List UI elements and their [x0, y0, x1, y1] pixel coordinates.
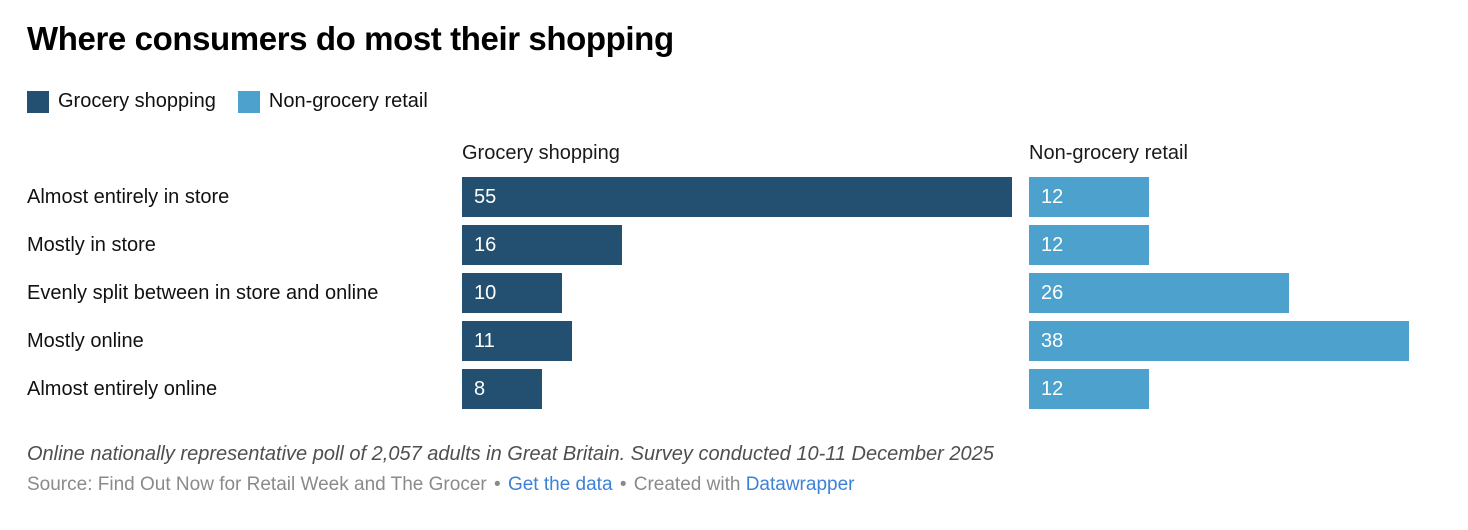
bar-value-label: 11	[474, 329, 495, 352]
bar-value-label: 26	[1041, 281, 1064, 304]
bar-grocery: 11	[462, 321, 572, 362]
chart-row: Evenly split between in store and online…	[27, 273, 1441, 314]
datawrapper-link[interactable]: Datawrapper	[745, 474, 855, 496]
bar-value-label: 16	[474, 233, 497, 256]
bar-cell-grocery: 10	[462, 273, 1029, 314]
chart-row: Almost entirely in store 55 12	[27, 177, 1441, 218]
bar-cell-grocery: 16	[462, 225, 1029, 266]
bar-cell-non-grocery: 26	[1029, 273, 1441, 314]
legend-swatch-non-grocery	[237, 90, 260, 113]
bar-non-grocery: 38	[1029, 321, 1409, 362]
bar-value-label: 10	[474, 281, 497, 304]
category-label: Mostly online	[27, 330, 144, 353]
bar-cell-non-grocery: 38	[1029, 321, 1441, 362]
column-header-grocery: Grocery shopping	[462, 142, 620, 165]
bar-cell-grocery: 11	[462, 321, 1029, 362]
legend-label-non-grocery: Non-grocery retail	[268, 90, 428, 113]
source-text: Source: Find Out Now for Retail Week and…	[27, 474, 487, 496]
legend-swatch-grocery	[27, 90, 49, 113]
bar-non-grocery: 12	[1029, 177, 1149, 218]
bar-grocery: 55	[462, 177, 1012, 218]
separator-dot: •	[494, 474, 501, 496]
source-line: Source: Find Out Now for Retail Week and…	[27, 474, 1441, 496]
chart-row: Mostly online 11 38	[27, 321, 1441, 362]
bar-value-label: 12	[1041, 233, 1064, 256]
chart-row: Mostly in store 16 12	[27, 225, 1441, 266]
category-label: Almost entirely online	[27, 378, 218, 401]
legend: Grocery shopping Non-grocery retail	[27, 90, 1441, 113]
bar-value-label: 38	[1041, 329, 1064, 352]
legend-item-grocery: Grocery shopping	[27, 90, 216, 113]
bar-non-grocery: 12	[1029, 369, 1149, 410]
chart-rows: Almost entirely in store 55 12 Mostly in st…	[27, 177, 1441, 410]
bar-cell-non-grocery: 12	[1029, 177, 1441, 218]
bar-cell-grocery: 8	[462, 369, 1029, 410]
bar-grocery: 8	[462, 369, 542, 410]
bar-grocery: 16	[462, 225, 622, 266]
bar-value-label: 12	[1041, 185, 1064, 208]
bar-value-label: 12	[1041, 377, 1064, 400]
bar-grocery: 10	[462, 273, 562, 314]
created-with-text: Created with	[633, 474, 741, 496]
bar-non-grocery: 12	[1029, 225, 1149, 266]
get-the-data-link[interactable]: Get the data	[507, 474, 613, 496]
bar-chart: Grocery shopping Non-grocery retail Almo…	[27, 142, 1441, 410]
bar-cell-non-grocery: 12	[1029, 225, 1441, 266]
legend-label-grocery: Grocery shopping	[58, 90, 216, 113]
column-header-non-grocery: Non-grocery retail	[1029, 142, 1188, 165]
chart-row: Almost entirely online 8 12	[27, 369, 1441, 410]
bar-value-label: 8	[474, 377, 486, 400]
category-label: Evenly split between in store and online	[27, 282, 379, 305]
column-headers: Grocery shopping Non-grocery retail	[27, 142, 1441, 165]
bar-cell-grocery: 55	[462, 177, 1029, 218]
bar-value-label: 55	[474, 185, 497, 208]
footnote: Online nationally representative poll of…	[27, 443, 994, 466]
category-label: Mostly in store	[27, 234, 156, 257]
separator-dot: •	[619, 474, 627, 496]
bar-non-grocery: 26	[1029, 273, 1289, 314]
chart-title: Where consumers do most their shopping	[27, 20, 674, 57]
bar-cell-non-grocery: 12	[1029, 369, 1441, 410]
category-label: Almost entirely in store	[27, 186, 230, 209]
legend-item-non-grocery: Non-grocery retail	[237, 90, 428, 113]
